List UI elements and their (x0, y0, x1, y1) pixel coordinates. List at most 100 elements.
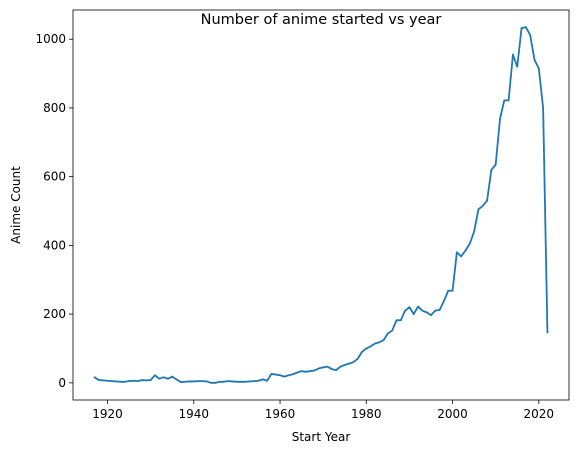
data-point (287, 374, 290, 377)
y-tick-label: 0 (58, 376, 66, 390)
data-point (128, 380, 130, 382)
data-point (123, 380, 126, 383)
data-point (451, 289, 454, 292)
data-point (330, 368, 333, 370)
x-tick-label: 1980 (351, 407, 382, 421)
data-point (343, 364, 346, 366)
data-point (477, 208, 480, 211)
y-axis-label: Anime Count (9, 166, 23, 244)
data-point (266, 379, 268, 382)
data-point (305, 370, 307, 373)
data-point (214, 381, 217, 384)
data-point (253, 380, 256, 382)
x-axis-label: Start Year (292, 430, 351, 444)
data-point (356, 357, 359, 360)
x-tick-label: 2000 (437, 407, 468, 421)
data-point (309, 370, 312, 373)
data-point (546, 331, 549, 334)
y-tick-label: 800 (43, 101, 66, 115)
chart-title: Number of anime started vs year (201, 12, 442, 28)
data-point (494, 163, 497, 166)
data-point (533, 58, 536, 61)
data-point (520, 27, 523, 30)
data-point (283, 375, 286, 378)
data-point (361, 350, 363, 353)
x-axis: 1920 1940 1960 1980 2000 2020 (92, 400, 554, 421)
data-point (391, 329, 394, 332)
data-point (352, 361, 355, 364)
data-point (473, 230, 476, 233)
data-point (136, 380, 139, 382)
data-point (434, 309, 437, 312)
data-point (261, 378, 264, 381)
data-point (110, 380, 113, 382)
data-point (154, 374, 156, 377)
data-point (119, 380, 122, 383)
data-point (149, 379, 152, 381)
data-point (438, 309, 441, 311)
data-point (412, 313, 415, 315)
data-point (223, 380, 225, 383)
data-point (218, 380, 221, 383)
y-tick-label: 600 (43, 170, 66, 184)
data-point (503, 99, 506, 102)
data-point (205, 380, 208, 383)
data-point (326, 365, 329, 368)
data-point (201, 380, 204, 382)
data-point (374, 342, 376, 345)
data-point (404, 309, 406, 312)
y-axis: 0 200 400 600 800 1000 (35, 32, 73, 390)
data-point (115, 380, 118, 383)
y-tick-label: 1000 (35, 32, 66, 46)
data-point (179, 381, 182, 384)
data-point (106, 379, 109, 382)
data-point (348, 362, 350, 365)
data-point (171, 375, 174, 378)
data-point (145, 379, 148, 382)
data-point (197, 380, 199, 382)
data-point (537, 67, 540, 70)
data-point (274, 373, 277, 376)
data-point (378, 341, 381, 344)
data-point (516, 65, 519, 68)
data-point (141, 379, 143, 381)
data-point (425, 311, 428, 314)
data-point (512, 53, 514, 56)
data-point (166, 377, 169, 380)
data-point (132, 379, 135, 382)
data-point (97, 379, 100, 381)
data-point (486, 199, 488, 202)
data-point (365, 347, 368, 350)
data-point (408, 306, 411, 309)
data-point (210, 381, 212, 384)
data-point (292, 373, 294, 376)
data-point (447, 289, 450, 292)
data-point (244, 380, 247, 383)
data-point (279, 374, 281, 377)
data-point (158, 377, 161, 380)
data-point (481, 204, 484, 207)
data-point (236, 380, 238, 383)
data-point (270, 372, 273, 375)
data-point (524, 26, 527, 29)
data-point (227, 380, 230, 382)
data-point (339, 365, 342, 368)
x-tick-label: 1940 (178, 407, 209, 421)
data-point (455, 251, 458, 254)
data-point (175, 378, 178, 381)
plot-area (72, 9, 570, 401)
data-point (322, 366, 325, 369)
data-point (335, 369, 337, 372)
data-point (430, 314, 432, 317)
data-point (417, 305, 419, 308)
data-point (529, 34, 532, 36)
data-point (499, 118, 501, 120)
data-point (192, 380, 195, 383)
data-point (507, 99, 510, 102)
data-point (313, 369, 316, 372)
data-point (231, 380, 234, 383)
series-line (93, 26, 549, 384)
data-point (300, 370, 303, 373)
